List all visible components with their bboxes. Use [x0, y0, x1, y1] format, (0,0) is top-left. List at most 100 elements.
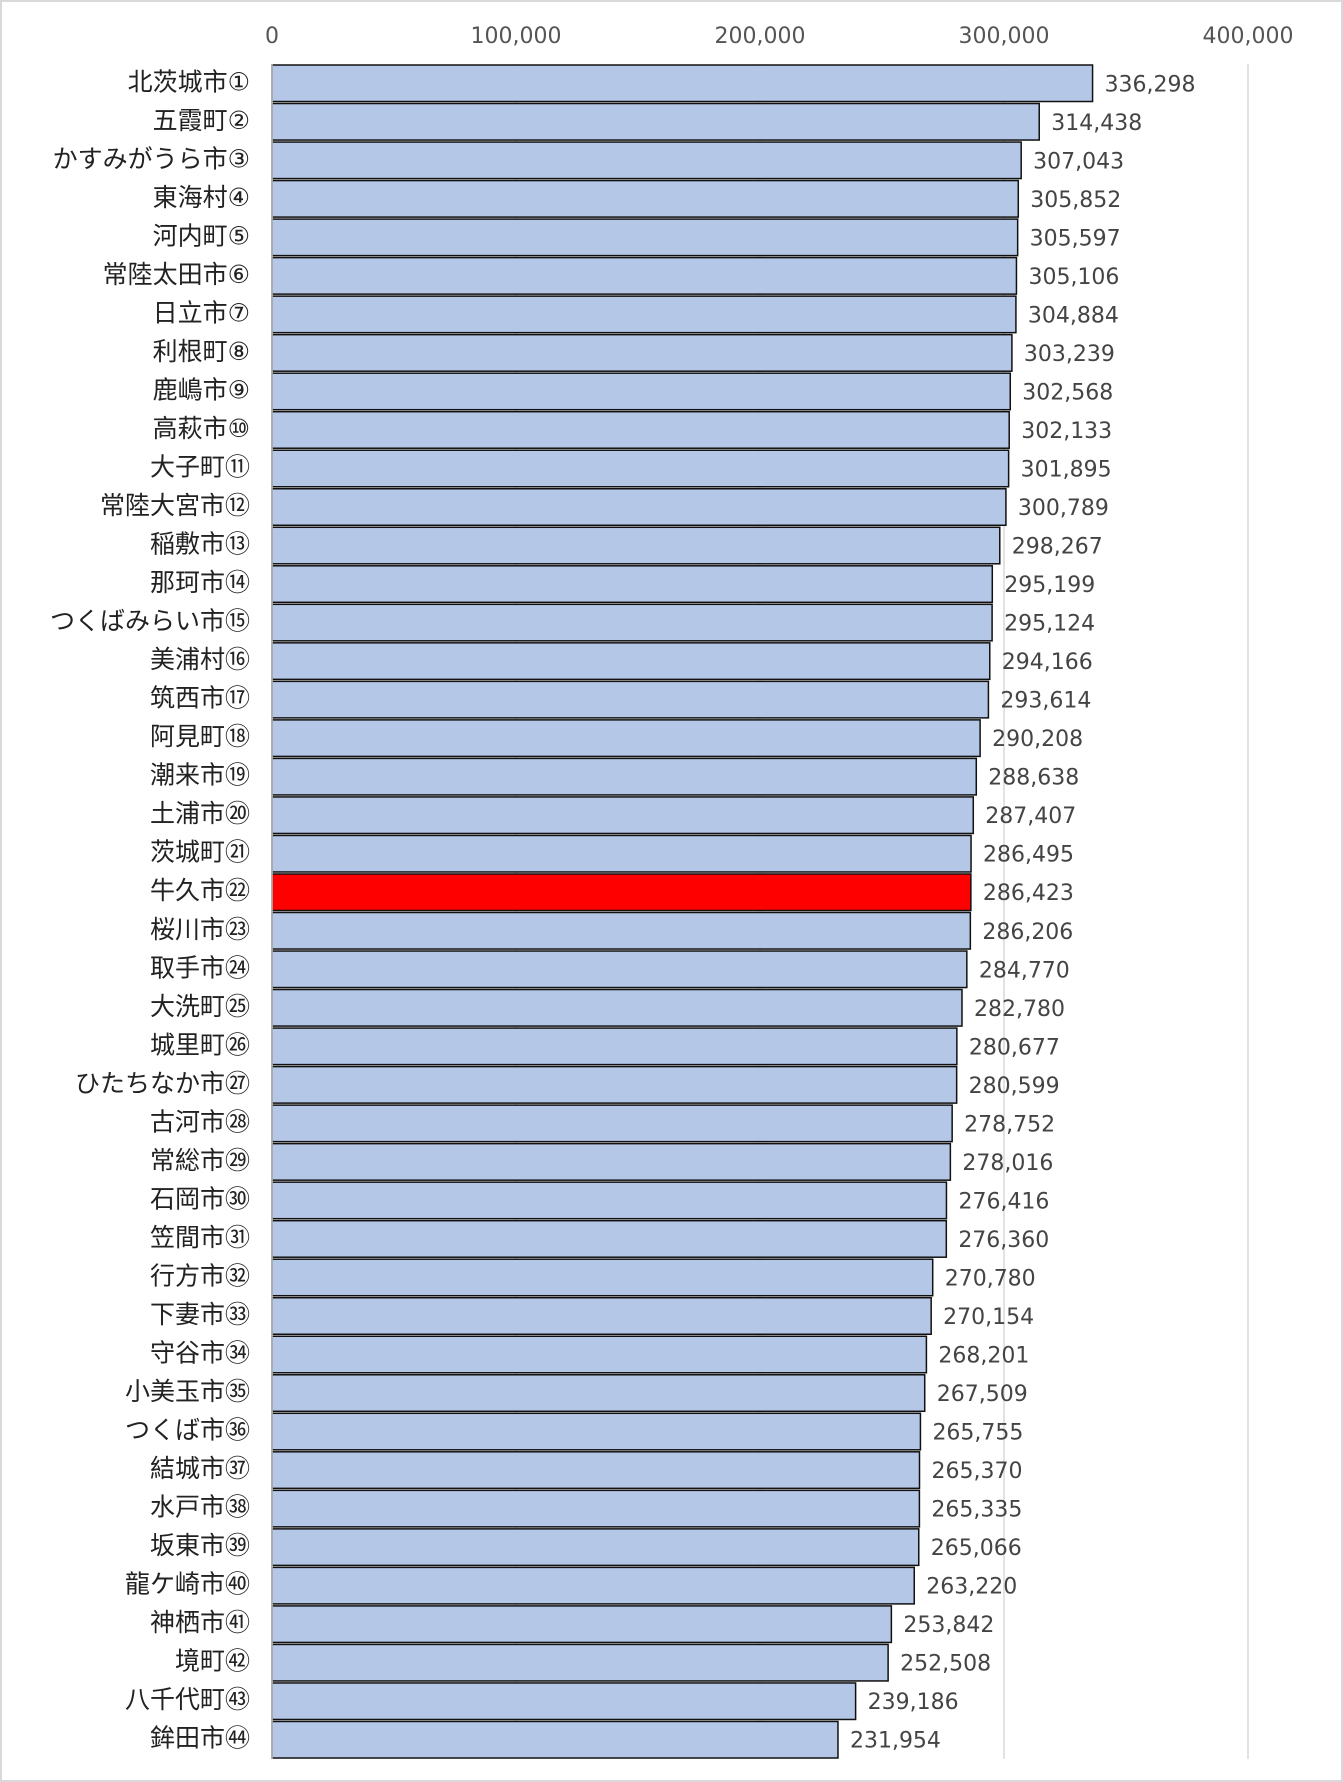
bar: [271, 1451, 921, 1490]
y-tick-label: ひたちなか市㉗: [75, 1069, 250, 1098]
y-tick-label: つくばみらい市⑮: [50, 607, 250, 636]
value-label: 231,954: [850, 1729, 941, 1754]
y-tick-label: 潮来市⑲: [150, 761, 250, 790]
value-label: 280,677: [969, 1035, 1060, 1060]
value-label: 302,133: [1021, 419, 1112, 444]
y-tick-label: かすみがうら市③: [53, 144, 250, 173]
value-label: 278,016: [962, 1151, 1053, 1176]
y-tick-label: 利根町⑧: [153, 337, 250, 366]
y-tick-label: 稲敷市⑬: [150, 530, 250, 559]
bar: [271, 141, 1022, 180]
bar: [271, 1682, 857, 1721]
value-label: 276,360: [958, 1228, 1049, 1253]
y-tick-label: 八千代町㊸: [125, 1685, 250, 1714]
bar: [271, 64, 1094, 103]
value-label: 307,043: [1033, 149, 1124, 174]
bar: [271, 796, 975, 835]
value-label: 305,852: [1030, 188, 1121, 213]
y-tick-label: 古河市㉘: [150, 1107, 250, 1136]
bar: [271, 603, 993, 642]
y-tick-label: 取手市㉔: [150, 953, 250, 982]
bar: [271, 526, 1001, 565]
bar: [271, 449, 1010, 488]
value-label: 298,267: [1012, 535, 1103, 560]
value-label: 280,599: [969, 1074, 1060, 1099]
x-tick-label: 400,000: [1203, 24, 1294, 49]
y-tick-label: 城里町㉖: [150, 1030, 250, 1059]
value-label: 278,752: [964, 1112, 1055, 1137]
value-label: 265,755: [932, 1421, 1023, 1446]
value-label: 263,220: [926, 1575, 1017, 1600]
y-tick-label: 龍ケ崎市㊵: [125, 1570, 250, 1599]
bar: [271, 1489, 921, 1528]
value-label: 284,770: [979, 958, 1070, 983]
value-label: 303,239: [1024, 342, 1115, 367]
y-tick-label: 常総市㉙: [150, 1146, 250, 1175]
value-label: 314,438: [1051, 111, 1142, 136]
value-label: 288,638: [988, 766, 1079, 791]
bar: [271, 1374, 926, 1413]
bar: [271, 1566, 916, 1605]
value-label: 239,186: [868, 1690, 959, 1715]
value-label: 265,370: [932, 1459, 1023, 1484]
y-tick-label: 茨城町㉑: [150, 838, 250, 867]
y-tick-label: 下妻市㉝: [150, 1300, 250, 1329]
bar: [271, 911, 972, 950]
y-tick-label: 石岡市㉚: [150, 1184, 250, 1213]
y-tick-label: 日立市⑦: [153, 298, 250, 327]
y-tick-label: 河内町⑤: [153, 221, 250, 250]
value-label: 305,597: [1030, 226, 1121, 251]
bar: [271, 719, 981, 758]
value-label: 286,206: [982, 920, 1073, 945]
value-label: 302,568: [1022, 380, 1113, 405]
value-label: 290,208: [992, 727, 1083, 752]
bar: [271, 1219, 948, 1258]
y-tick-label: 大洗町㉕: [150, 992, 250, 1021]
bar: [271, 256, 1018, 295]
value-label: 294,166: [1002, 650, 1093, 675]
bar: [271, 1142, 952, 1181]
y-tick-label: 桜川市㉓: [150, 915, 250, 944]
value-label: 301,895: [1021, 457, 1112, 482]
y-tick-label: 神栖市㊶: [150, 1608, 250, 1637]
bar: [271, 988, 963, 1027]
bar: [271, 1181, 948, 1220]
y-tick-label: 筑西市⑰: [150, 684, 250, 713]
y-tick-label: 土浦市⑳: [150, 799, 250, 828]
value-label: 300,789: [1018, 496, 1109, 521]
y-tick-label: 小美玉市㉟: [125, 1377, 250, 1406]
bar: [271, 1065, 958, 1104]
x-tick-label: 0: [265, 24, 279, 49]
value-label: 305,106: [1028, 265, 1119, 290]
value-label: 265,335: [931, 1498, 1022, 1523]
value-label: 295,124: [1004, 612, 1095, 637]
y-tick-label: 大子町⑪: [150, 452, 250, 481]
bar: [271, 1643, 889, 1682]
bar: [271, 1335, 928, 1374]
x-tick-label: 200,000: [715, 24, 806, 49]
y-tick-label: 美浦村⑯: [150, 645, 250, 674]
y-tick-label: 那珂市⑭: [150, 568, 250, 597]
value-label: 252,508: [900, 1652, 991, 1677]
x-tick-label: 100,000: [471, 24, 562, 49]
bar: [271, 372, 1012, 411]
bar: [271, 218, 1019, 257]
y-tick-label: 坂東市㊴: [150, 1531, 250, 1560]
value-label: 293,614: [1000, 689, 1091, 714]
bar: [271, 1412, 922, 1451]
bar: [271, 1296, 932, 1336]
bar: [271, 102, 1040, 141]
y-tick-label: 水戸市㊳: [150, 1493, 250, 1522]
bar: [271, 873, 972, 912]
x-tick-label: 300,000: [959, 24, 1050, 49]
y-tick-label: 北茨城市①: [128, 67, 250, 96]
y-tick-label: 行方市㉜: [150, 1261, 250, 1290]
y-tick-label: 五霞町②: [153, 106, 250, 135]
bar: [271, 1720, 839, 1759]
value-label: 286,495: [983, 843, 1074, 868]
y-tick-label: つくば市㊱: [125, 1416, 250, 1445]
bar: [271, 1104, 953, 1143]
bar: [271, 642, 991, 681]
value-label: 267,509: [937, 1382, 1028, 1407]
